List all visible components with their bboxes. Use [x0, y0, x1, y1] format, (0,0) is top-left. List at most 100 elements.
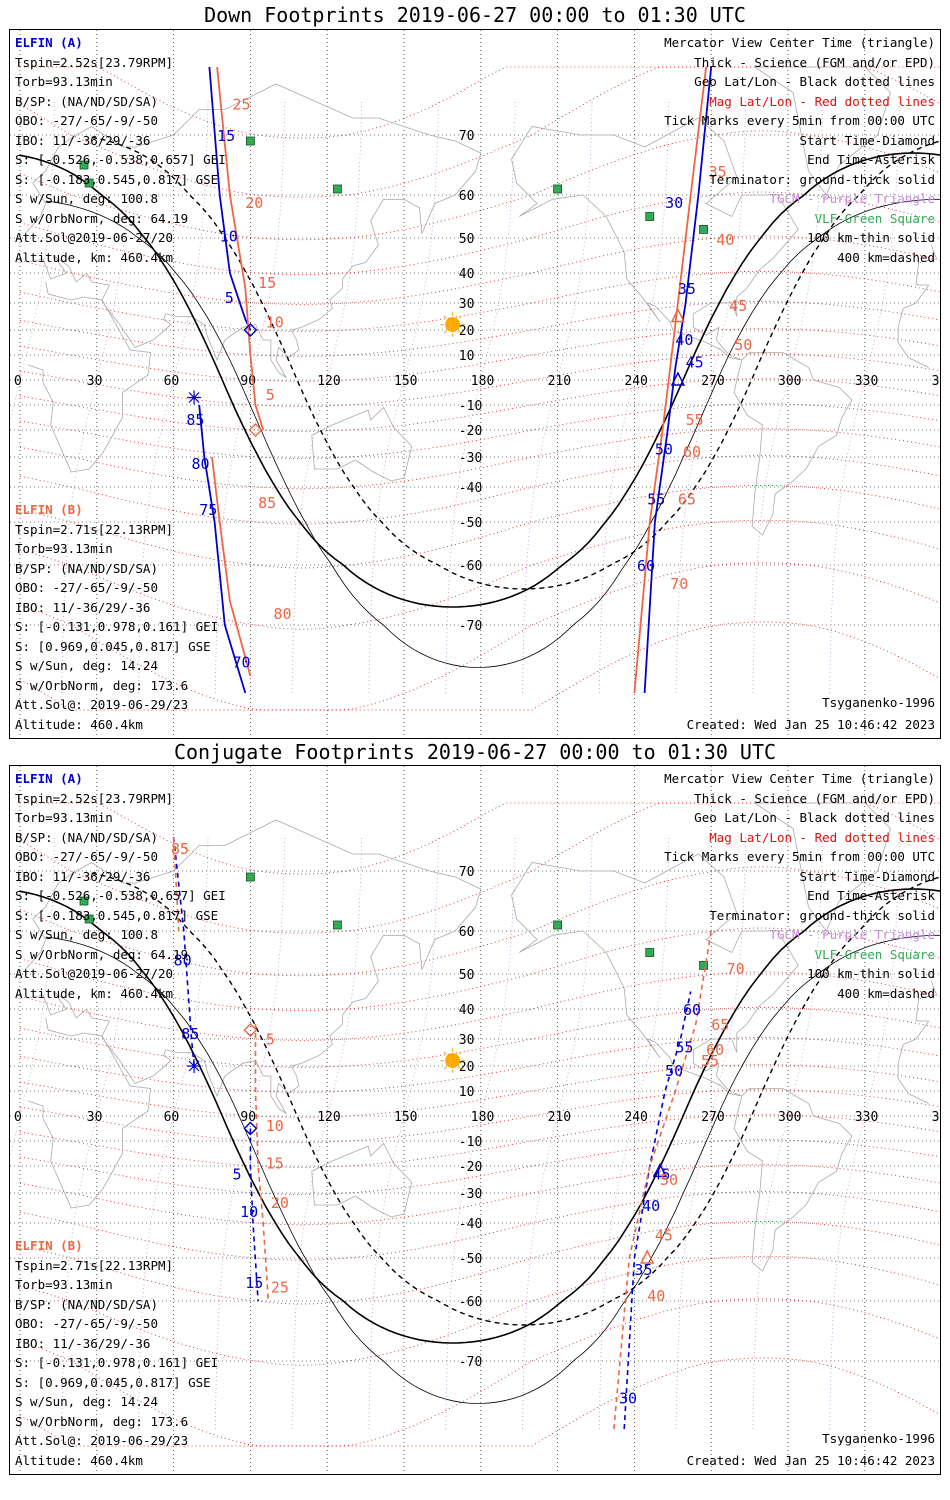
end-asterisk [187, 390, 202, 405]
elfin-a-label: ELFIN (A) [15, 771, 83, 786]
elfin-b-line: OBO: -27/-65/-9/-50 [15, 580, 158, 595]
track-time-label: 70 [670, 575, 688, 593]
legend-line: Mercator View Center Time (triangle) [664, 35, 935, 50]
lat-tick-label: 10 [459, 1085, 475, 1100]
sun-ray [443, 1066, 447, 1070]
track-time-label: 60 [683, 443, 701, 461]
lon-tick-label: 300 [778, 374, 801, 389]
elfin-a-line: Tspin=2.52s[23.79RPM] [15, 54, 174, 70]
continent-outline [915, 244, 938, 286]
sun-icon [445, 317, 461, 333]
terminator-ground [19, 888, 940, 1344]
lon-tick-label: 150 [394, 374, 417, 389]
elfin-b-track [216, 66, 265, 431]
elfin-a-line: S w/OrbNorm, deg: 64.19 [15, 946, 189, 962]
elfin-b-track [254, 1024, 270, 1302]
mag-meridian [214, 100, 286, 694]
track-time-label: 55 [647, 491, 665, 509]
lat-tick-label: 50 [459, 232, 475, 247]
lon-tick-label: 30 [87, 374, 103, 389]
lon-tick-label: 0 [14, 1110, 22, 1125]
mag-meridian [138, 836, 209, 1430]
start-diamond [243, 1023, 258, 1037]
sun-ray [458, 315, 462, 319]
continent-outline [754, 66, 891, 196]
track-time-label: 45 [686, 354, 704, 372]
track-time-label: 65 [678, 491, 696, 509]
mag-meridian [61, 836, 132, 1430]
elfin-b-line: S w/Sun, deg: 14.24 [15, 1394, 158, 1409]
elfin-b-line: OBO: -27/-65/-9/-50 [15, 1316, 158, 1331]
elfin-a-line: S w/Sun, deg: 100.8 [15, 927, 158, 942]
mag-parallel [19, 1114, 940, 1168]
elfin-b-line: IBO: 11/-36/29/-36 [15, 599, 151, 615]
lon-tick-label: 210 [548, 374, 571, 389]
elfin-b-info: ELFIN (B) Tspin=2.71s[22.13RPM] Torb=93.… [15, 500, 218, 734]
legend-line: Mercator View Center Time (triangle) [664, 771, 935, 786]
legend-line: Geo Lat/Lon - Black dotted lines [694, 810, 935, 825]
continent-outline [27, 1017, 152, 1209]
lat-tick-label: 70 [459, 129, 475, 144]
elfin-b-line: S w/OrbNorm, deg: 173.6 [15, 677, 189, 693]
mag-parallel [19, 191, 940, 275]
conjugate-footprints-map: 0 30 60 90 120 150 180 210 240 270 300 330 360 70 60 50… [9, 765, 941, 1475]
elfin-a-line: Tspin=2.52s[23.79RPM] [15, 790, 174, 806]
lat-tick-label: 40 [459, 267, 475, 282]
elfin-a-line: IBO: 11/-36/29/-36 [15, 868, 151, 884]
track-time-label: 40 [675, 331, 693, 349]
vlf-station-square [84, 914, 94, 924]
mag-meridian [445, 100, 516, 694]
legend-line: TGCM - Purple Triangle [769, 191, 935, 206]
sun-ray [458, 1051, 462, 1055]
elfin-a-line: Altitude, km: 460.4km [15, 985, 174, 1001]
mag-parallel [19, 1357, 940, 1447]
elfin-a-line: B/SP: (NA/ND/SD/SA) [15, 93, 158, 109]
vlf-station-square [245, 872, 255, 882]
mag-parallel [19, 621, 940, 711]
legend-line: VLF-Green Square [814, 946, 935, 962]
elfin-a-track [208, 66, 252, 331]
elfin-b-line: Tspin=2.71s[22.13RPM] [15, 1257, 174, 1273]
elfin-a-track [198, 404, 247, 694]
lon-tick-label: 120 [317, 374, 340, 389]
elfin-b-line: S: [0.969,0.045,0.817] GSE [15, 1374, 211, 1390]
vlf-station-square [79, 896, 89, 906]
lat-tick-label: 60 [459, 189, 475, 204]
lat-tick-label: -20 [459, 1160, 482, 1175]
center-time-triangle [652, 1162, 668, 1178]
track-time-label: 45 [729, 297, 747, 315]
legend: Mercator View Center Time (triangle) Thi… [664, 769, 935, 1003]
created-stamp: Created: Wed Jan 25 10:46:42 2023 [686, 1453, 935, 1468]
track-time-label: 5 [225, 289, 234, 307]
track-time-label: 85 [171, 840, 189, 858]
lat-tick-label: 60 [459, 925, 475, 940]
continent-outline [897, 327, 929, 368]
sun-ray [443, 330, 447, 334]
track-time-label: 5 [266, 386, 275, 404]
legend-line: Mag Lat/Lon - Red dotted lines [709, 829, 935, 845]
legend-line: End Time-Asterisk [807, 152, 935, 167]
continent-outline [511, 853, 799, 1097]
vlf-station-square [553, 920, 562, 930]
vlf-station-square [79, 160, 89, 170]
sun-ray [458, 330, 462, 334]
track-time-label: 55 [686, 411, 704, 429]
lat-tick-label: 20 [459, 324, 475, 339]
elfin-a-line: S: [-0.526,-0.538,0.657] GEI [15, 152, 226, 167]
track-time-label: 85 [186, 411, 204, 429]
elfin-a-line: Torb=93.13min [15, 74, 113, 89]
track-time-label: 40 [716, 231, 734, 249]
track-time-label: 60 [637, 557, 655, 575]
track-time-label: 55 [675, 1039, 693, 1057]
lon-tick-label: 270 [701, 374, 724, 389]
track-time-label: 45 [652, 1166, 670, 1184]
lon-tick-label: 240 [624, 1110, 647, 1125]
panel-title-conjugate: Conjugate Footprints 2019-06-27 00:00 to… [173, 740, 777, 764]
legend-line: Tick Marks every 5min from 00:00 UTC [664, 849, 935, 864]
track-time-label: 70 [727, 960, 745, 978]
terminator-100km [45, 934, 940, 1404]
elfin-b-label: ELFIN (B) [15, 1238, 83, 1253]
legend-line: 100 km-thin solid [807, 230, 935, 245]
elfin-a-line: S: [-0.183,0.545,0.817] GSE [15, 171, 219, 187]
lon-tick-label: 180 [471, 374, 494, 389]
